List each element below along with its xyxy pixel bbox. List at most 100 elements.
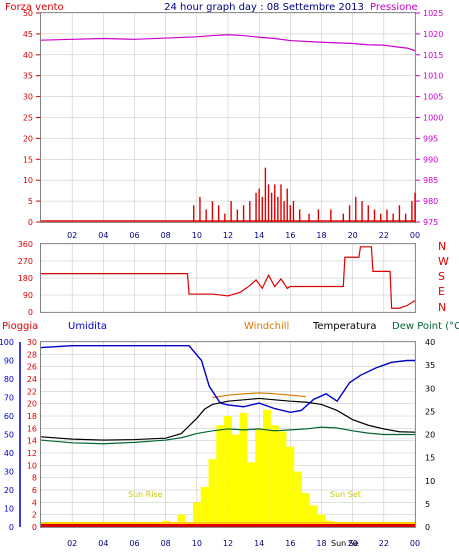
direction-tick-label: 360 — [18, 240, 33, 249]
time-tick-label: 16 — [285, 231, 295, 240]
humidity-tick-label: 100 — [0, 338, 14, 347]
time-tick-label: 02 — [67, 539, 77, 548]
compass-e: E — [438, 285, 445, 298]
wind-tick-label: 30 — [23, 93, 33, 102]
wind-direction-line — [41, 246, 416, 309]
rain-tick-label: 30 — [27, 338, 37, 347]
humidity-tick-label: 80 — [4, 375, 14, 384]
wind-pressure-panel — [40, 12, 416, 223]
direction-tick-label: 270 — [18, 257, 33, 266]
time-tick-label: 06 — [129, 231, 139, 240]
solar-bar — [270, 425, 279, 527]
humidity-tick-label: 10 — [4, 505, 14, 514]
solar-bar — [224, 416, 232, 527]
rain-tick-label: 28 — [27, 350, 37, 359]
rain-tick-label: 6 — [32, 486, 37, 495]
humidity-tick-label: 40 — [4, 449, 14, 458]
rain-tick-label: 10 — [27, 461, 37, 470]
time-tick-label: 08 — [161, 231, 171, 240]
rain-tick-label: 14 — [27, 437, 37, 446]
wind-axis-label: Forza vento — [5, 2, 64, 13]
solar-bar — [200, 486, 209, 527]
time-tick-label: 00 — [410, 539, 420, 548]
pressure-line — [40, 34, 416, 52]
rain-tick-label: 24 — [27, 375, 37, 384]
humidity-axis-label: Umidita — [68, 321, 107, 332]
sunrise-label: Sun Rise — [128, 490, 163, 499]
temperature-tick-label: 30 — [425, 384, 435, 393]
humidity-tick-label: 60 — [4, 412, 14, 421]
time-tick-label: 02 — [67, 231, 77, 240]
wind-tick-label: 0 — [28, 218, 33, 227]
pressure-tick-label: 975 — [423, 218, 438, 227]
humidity-temperature-panel — [40, 341, 416, 528]
rain-tick-label: 8 — [32, 474, 37, 483]
pressure-tick-label: 995 — [423, 134, 438, 143]
chart-title: 24 hour graph day : 08 Settembre 2013 — [164, 2, 364, 13]
time-tick-label: 16 — [285, 539, 295, 548]
time-tick-label: 18 — [316, 231, 326, 240]
wind-tick-label: 10 — [23, 176, 33, 185]
wind-tick-label: 50 — [23, 9, 33, 18]
solar-bar — [216, 425, 225, 527]
sunset-time-marker: Sun Se — [331, 539, 359, 548]
temperature-tick-label: 5 — [425, 500, 430, 509]
temperature-tick-label: 25 — [425, 407, 435, 416]
pressure-tick-label: 985 — [423, 176, 438, 185]
solar-bar — [263, 409, 271, 527]
windchill-legend: Windchill — [244, 321, 289, 332]
temperature-tick-label: 40 — [425, 338, 435, 347]
pressure-tick-label: 1005 — [423, 93, 443, 102]
pressure-tick-label: 1020 — [423, 30, 443, 39]
humidity-tick-label: 30 — [4, 468, 14, 477]
pressure-tick-label: 1010 — [423, 72, 443, 81]
time-tick-label: 20 — [348, 231, 358, 240]
solar-bar — [294, 471, 303, 527]
solar-bar — [317, 514, 326, 527]
humidity-tick-label: 50 — [4, 431, 14, 440]
direction-tick-label: 0 — [28, 308, 33, 317]
solar-bar — [278, 431, 287, 527]
rain-tick-label: 4 — [32, 498, 37, 507]
time-tick-label: 14 — [254, 231, 264, 240]
rain-tick-label: 22 — [27, 387, 37, 396]
solar-bar — [255, 428, 264, 527]
solar-bar — [192, 502, 201, 527]
time-tick-label: 10 — [192, 231, 202, 240]
time-tick-label: 10 — [192, 539, 202, 548]
pressure-tick-label: 980 — [423, 197, 438, 206]
solar-bar — [247, 462, 256, 527]
rain-tick-label: 0 — [32, 523, 37, 532]
solar-bar — [231, 434, 240, 527]
temperature-tick-label: 10 — [425, 477, 435, 486]
humidity-tick-label: 70 — [4, 394, 14, 403]
windchill-line — [212, 392, 306, 399]
wind-tick-label: 25 — [23, 114, 33, 123]
wind-tick-label: 35 — [23, 72, 33, 81]
humidity-tick-label: 0 — [9, 523, 14, 532]
time-tick-label: 22 — [379, 231, 389, 240]
rain-baseline-highlight — [41, 522, 415, 524]
time-tick-label: 14 — [254, 539, 264, 548]
direction-tick-label: 180 — [18, 274, 33, 283]
rain-tick-label: 26 — [27, 363, 37, 372]
time-tick-label: 04 — [98, 231, 108, 240]
wind-tick-label: 15 — [23, 155, 33, 164]
temperature-tick-label: 35 — [425, 361, 435, 370]
time-tick-label: 00 — [410, 231, 420, 240]
pressure-tick-label: 1000 — [423, 114, 443, 123]
wind-tick-label: 20 — [23, 134, 33, 143]
solar-bar — [239, 412, 248, 527]
time-tick-label: 12 — [223, 539, 233, 548]
rain-tick-label: 2 — [32, 511, 37, 520]
pressure-axis-label: Pressione — [370, 2, 418, 13]
rain-baseline — [41, 524, 415, 527]
solar-bar — [286, 446, 295, 527]
temperature-tick-label: 0 — [425, 523, 430, 532]
solar-bar — [208, 459, 217, 527]
temperature-tick-label: 20 — [425, 431, 435, 440]
pressure-tick-label: 1015 — [423, 51, 443, 60]
rain-tick-label: 18 — [27, 412, 37, 421]
rain-tick-label: 20 — [27, 400, 37, 409]
